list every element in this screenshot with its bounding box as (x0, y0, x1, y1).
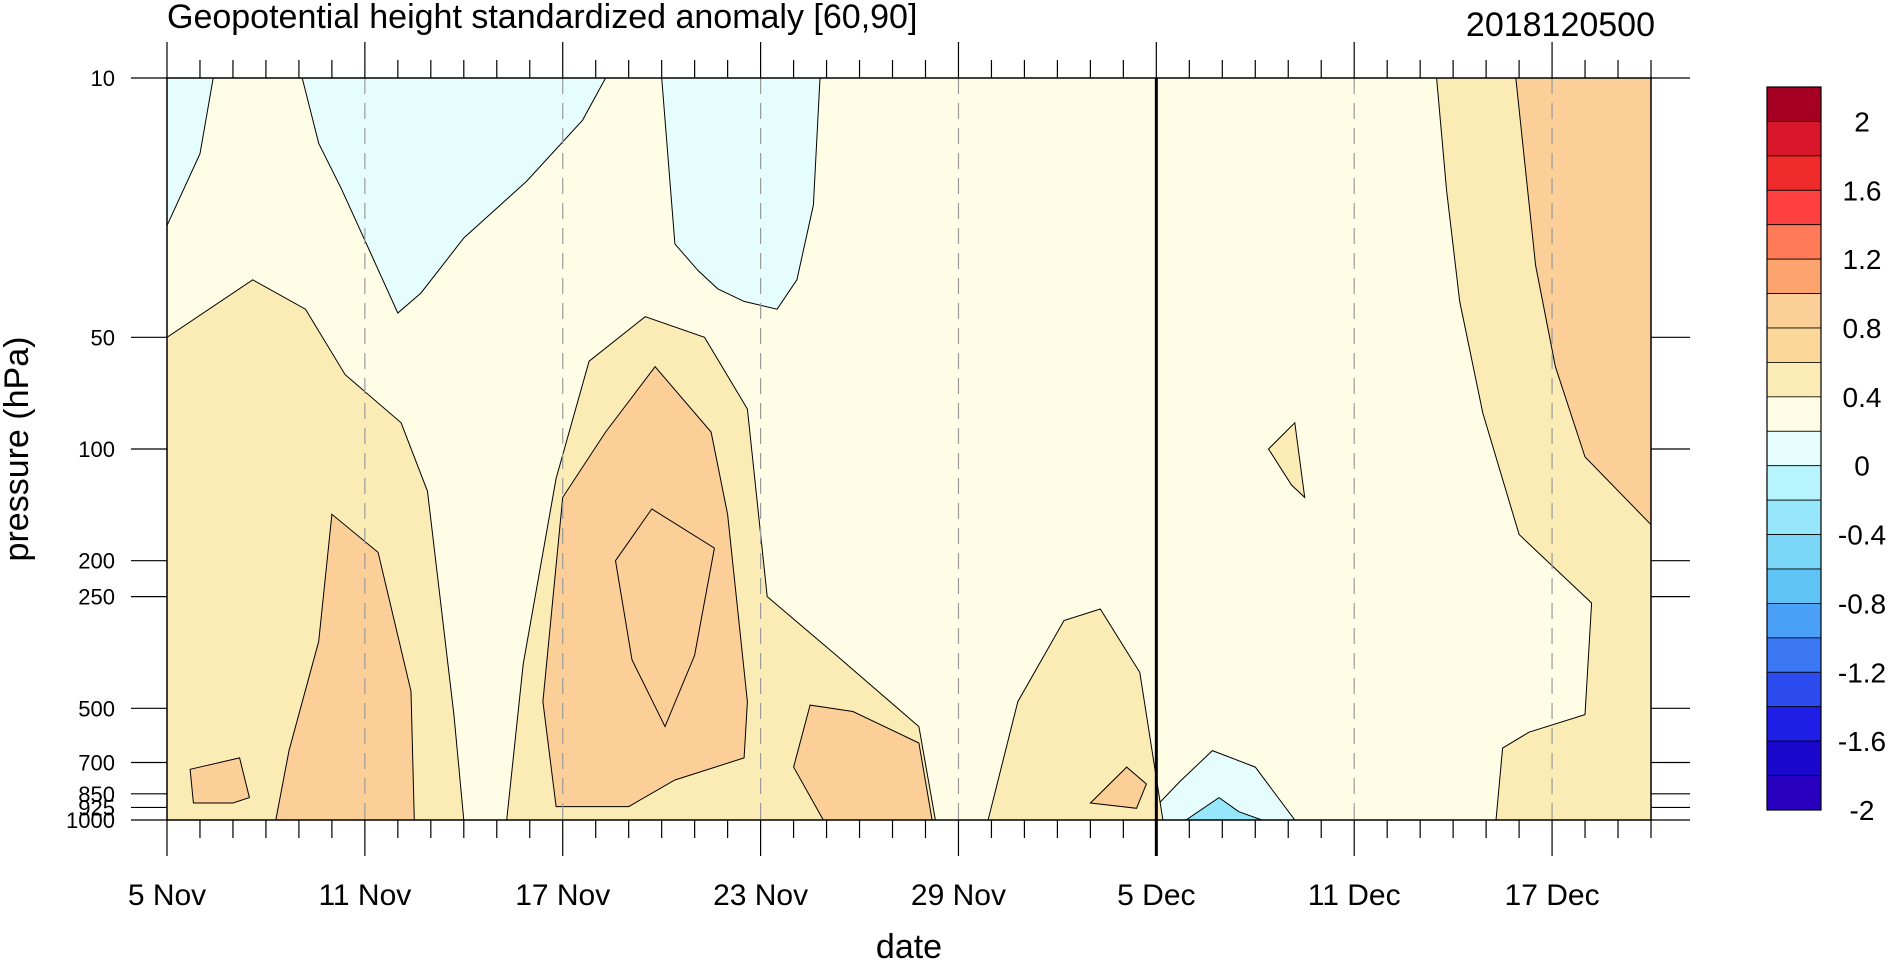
colorbar-label: 0.8 (1843, 313, 1882, 344)
colorbar-label: 1.6 (1843, 175, 1882, 206)
colorbar-label: -1.6 (1838, 726, 1886, 757)
colorbar-swatch (1766, 568, 1822, 604)
y-tick-label: 1000 (66, 808, 115, 833)
chart-title: Geopotential height standardized anomaly… (167, 0, 917, 36)
colorbar-label: -1.2 (1838, 657, 1886, 688)
anomaly-region (189, 757, 250, 804)
colorbar-swatch (1766, 86, 1822, 122)
colorbar-label: 1.2 (1843, 244, 1882, 275)
colorbar-swatch (1766, 224, 1822, 260)
colorbar-swatch (1766, 189, 1822, 226)
y-axis-label: pressure (hPa) (0, 337, 36, 562)
anomaly-region (1142, 750, 1296, 820)
anomaly-region (1267, 421, 1306, 499)
colorbar-label: 0.4 (1843, 382, 1882, 413)
anomaly-region (987, 608, 1164, 820)
y-tick-label: 10 (91, 66, 115, 91)
colorbar-swatch (1766, 465, 1822, 501)
anomaly-region (167, 78, 214, 226)
x-tick-label: 29 Nov (911, 879, 1006, 912)
colorbar-swatch (1766, 121, 1822, 157)
y-tick-label: 250 (78, 585, 115, 610)
x-tick-label: 11 Nov (318, 879, 411, 912)
anomaly-fill-layer (167, 78, 1651, 820)
y-tick-label: 100 (78, 437, 115, 462)
colorbar-swatch (1766, 775, 1822, 811)
colorbar-frame (1766, 86, 1822, 811)
x-tick-label: 11 Dec (1308, 879, 1401, 912)
x-tick-label: 17 Nov (515, 879, 610, 912)
chart-date-stamp: 2018120500 (1466, 6, 1655, 44)
colorbar-swatch (1766, 740, 1822, 776)
x-tick-label: 5 Nov (128, 879, 206, 912)
colorbar-swatch (1766, 396, 1822, 432)
colorbar-swatch (1766, 637, 1822, 673)
x-tick-label: 5 Dec (1117, 879, 1195, 912)
colorbar-label: 0 (1854, 451, 1870, 482)
y-tick-label: 50 (91, 325, 115, 350)
colorbar-swatch (1766, 603, 1822, 639)
colorbar-swatch (1766, 430, 1822, 467)
colorbar-swatch (1766, 258, 1822, 294)
colorbar-swatch (1766, 362, 1822, 398)
x-tick-label: 23 Nov (713, 879, 808, 912)
colorbar-label: 2 (1854, 106, 1870, 137)
colorbar-swatch (1766, 155, 1822, 191)
colorbar-swatch (1766, 671, 1822, 708)
anomaly-region (1089, 766, 1147, 809)
anomaly-region (301, 78, 607, 314)
y-tick-label: 850 (78, 782, 115, 807)
y-tick-label: 700 (78, 751, 115, 776)
colorbar-swatch (1766, 293, 1822, 329)
x-tick-label: 17 Dec (1505, 879, 1600, 912)
y-tick-label: 200 (78, 549, 115, 574)
anomaly-region (793, 704, 933, 820)
colorbar-swatch (1766, 706, 1822, 742)
x-axis: 5 Nov 11 Nov 17 Nov 23 Nov 29 Nov 5 Dec 11 Dec… (128, 42, 1652, 912)
colorbar-swatch (1766, 327, 1822, 363)
anomaly-region (1515, 78, 1651, 526)
colorbar-swatch (1766, 534, 1822, 570)
x-axis-label: date (876, 928, 942, 963)
anomaly-region (614, 508, 715, 728)
y-tick-label: 925 (78, 795, 115, 820)
anomaly-region (275, 513, 415, 820)
anomaly-region (1185, 796, 1263, 820)
y-tick-label: 500 (78, 696, 115, 721)
colorbar-label: -0.4 (1838, 520, 1886, 551)
colorbar-swatch (1766, 499, 1822, 535)
colorbar-label: -0.8 (1838, 588, 1886, 619)
colorbar-label: -2 (1850, 795, 1875, 826)
colorbar: 2 1.6 1.2 0.8 0.4 0 -0.4 -0.8 -1.2 -1.6 -2 (1766, 86, 1886, 826)
